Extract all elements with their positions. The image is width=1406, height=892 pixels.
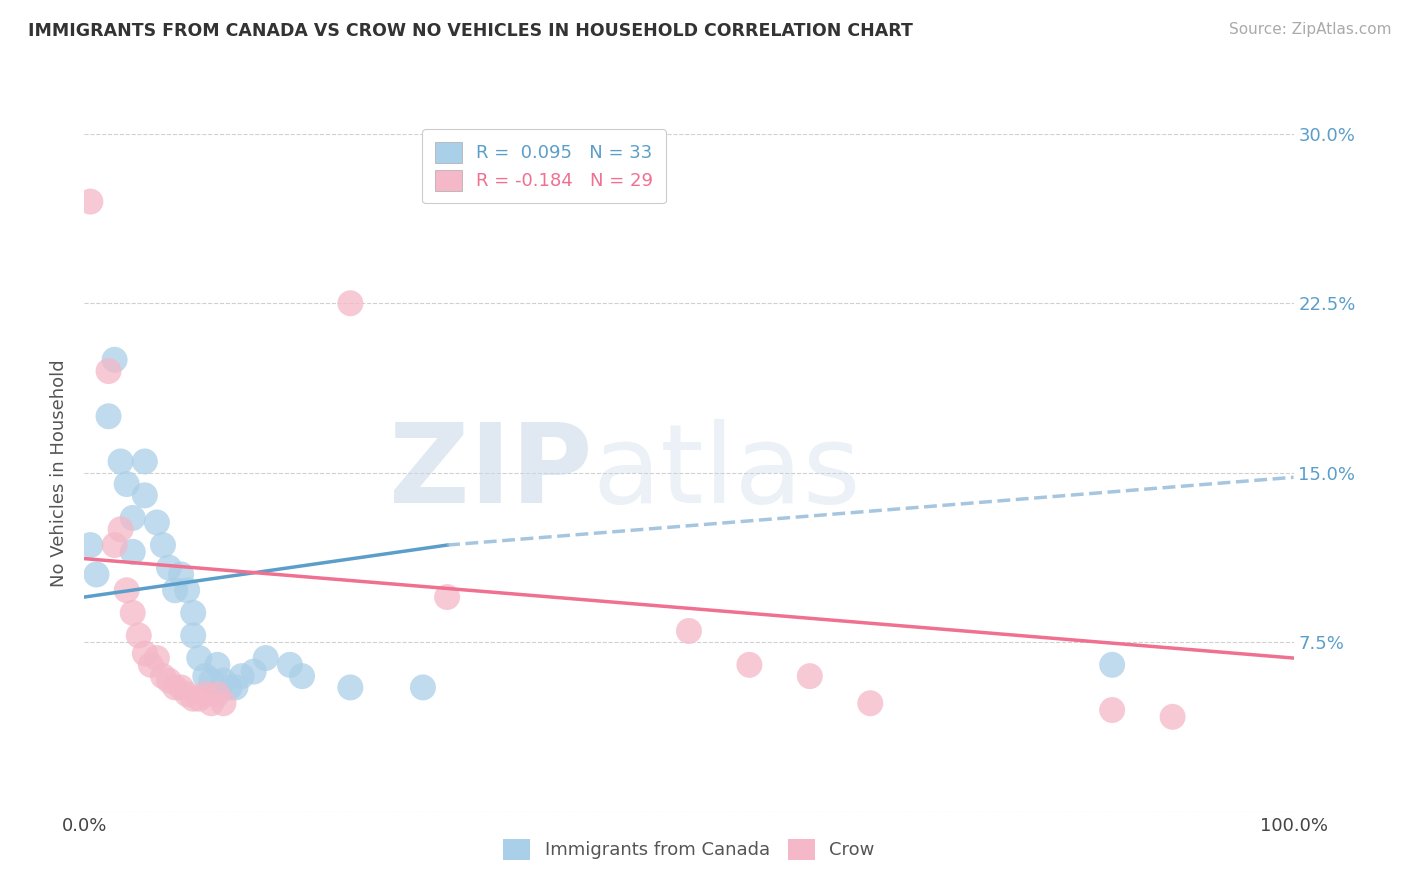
Point [231,669,253,683]
Point [165,681,187,695]
Point [170,567,193,582]
Point [188,651,211,665]
Point [212,696,235,710]
Text: IMMIGRANTS FROM CANADA VS CROW NO VEHICLES IN HOUSEHOLD CORRELATION CHART: IMMIGRANTS FROM CANADA VS CROW NO VEHICL… [28,22,912,40]
Point [859,696,882,710]
Point [1161,710,1184,724]
Point [194,669,217,683]
Point [110,454,132,468]
Point [291,669,314,683]
Point [188,691,211,706]
Point [128,628,150,642]
Point [181,606,204,620]
Point [157,560,180,574]
Point [97,409,120,424]
Point [207,687,229,701]
Point [194,687,217,701]
Point [436,590,458,604]
Point [157,673,180,688]
Point [165,583,187,598]
Point [278,657,301,672]
Point [152,538,174,552]
Point [86,567,108,582]
Point [152,669,174,683]
Point [254,651,277,665]
Point [121,606,143,620]
Legend: Immigrants from Canada, Crow: Immigrants from Canada, Crow [492,828,886,871]
Point [339,296,361,310]
Point [176,583,198,598]
Point [134,454,156,468]
Point [104,538,127,552]
Point [1101,657,1123,672]
Point [200,696,222,710]
Point [79,194,101,209]
Point [242,665,264,679]
Point [110,522,132,536]
Point [146,516,169,530]
Point [339,681,361,695]
Point [121,545,143,559]
Point [225,681,247,695]
Point [115,583,138,598]
Y-axis label: No Vehicles in Household: No Vehicles in Household [51,359,69,587]
Text: ZIP: ZIP [389,419,592,526]
Point [218,681,240,695]
Point [412,681,434,695]
Point [181,628,204,642]
Point [799,669,821,683]
Point [134,488,156,502]
Point [207,657,229,672]
Point [678,624,700,638]
Point [212,673,235,688]
Point [121,511,143,525]
Point [176,687,198,701]
Point [200,673,222,688]
Point [738,657,761,672]
Point [134,647,156,661]
Point [146,651,169,665]
Text: Source: ZipAtlas.com: Source: ZipAtlas.com [1229,22,1392,37]
Point [181,691,204,706]
Point [97,364,120,378]
Point [1101,703,1123,717]
Point [170,681,193,695]
Text: atlas: atlas [592,419,860,526]
Point [79,538,101,552]
Point [139,657,162,672]
Point [115,477,138,491]
Point [104,352,127,367]
